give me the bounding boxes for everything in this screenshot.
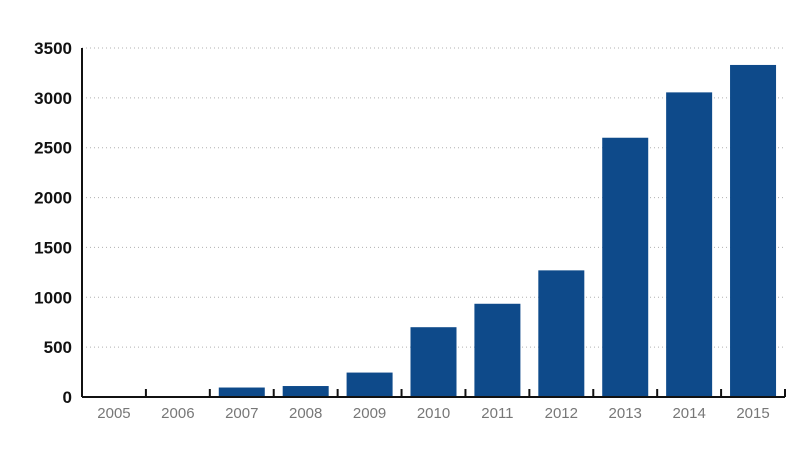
bar-2009 — [346, 372, 393, 397]
bar-2013 — [602, 137, 649, 397]
y-tick-label: 1500 — [34, 238, 72, 257]
y-tick-label: 1000 — [34, 288, 72, 307]
y-tick-label: 3000 — [34, 89, 72, 108]
x-tick-label-2008: 2008 — [289, 405, 322, 422]
bar-2010 — [410, 327, 457, 397]
x-tick-label-2007: 2007 — [225, 405, 258, 422]
y-tick-label: 2500 — [34, 139, 72, 158]
x-tick-label-2012: 2012 — [545, 405, 578, 422]
x-tick-label-2009: 2009 — [353, 405, 386, 422]
axes — [81, 48, 785, 398]
y-tick-label: 3500 — [34, 39, 72, 58]
x-tick-labels: 2005 2006 2007 2008 2009 2010 2011 2012 2013 2014… — [81, 389, 786, 422]
bars — [90, 64, 777, 398]
bar-2012 — [538, 270, 585, 397]
bar-2008 — [282, 386, 329, 397]
y-tick-labels: 0 500 1000 1500 2000 2500 3000 3500 — [34, 39, 72, 407]
x-tick-label-2013: 2013 — [609, 405, 642, 422]
x-tick-label-2014: 2014 — [672, 405, 705, 422]
bar-2011 — [474, 303, 521, 397]
bar-2007 — [218, 387, 265, 397]
bar-2014 — [666, 92, 713, 397]
x-tick-label-2015: 2015 — [736, 405, 769, 422]
x-tick-label-2005: 2005 — [97, 405, 130, 422]
x-tick-label-2011: 2011 — [481, 405, 513, 422]
y-tick-label: 2000 — [34, 189, 72, 208]
bar-2015 — [730, 64, 777, 398]
y-tick-label: 0 — [63, 388, 72, 407]
x-tick-label-2006: 2006 — [161, 405, 194, 422]
x-tick-label-2010: 2010 — [417, 405, 450, 422]
y-tick-label: 500 — [44, 338, 72, 357]
